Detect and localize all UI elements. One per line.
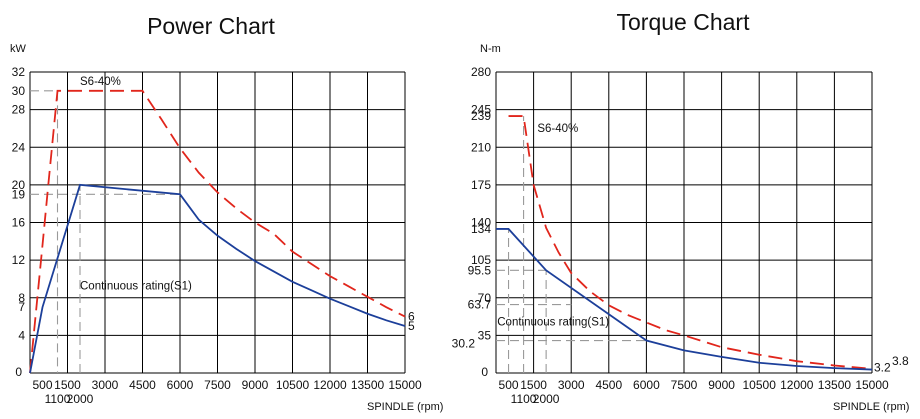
power-y-tick-label: 7: [18, 300, 25, 314]
power-continuous-rating-line: [29, 183, 406, 374]
power-y-tick-label: 20: [12, 178, 26, 192]
power-end-label: 5: [408, 319, 415, 333]
torque-x-tick-label-secondary: 1100: [511, 392, 537, 406]
power-x-tick-label-secondary: 2000: [67, 392, 94, 406]
power-annotations: S6-40% Continuous rating(S1) 65: [80, 76, 415, 333]
torque-x-tick-label: 500: [499, 378, 519, 392]
power-y-tick-label: 19: [12, 187, 26, 201]
torque-y-tick-label: 210: [471, 140, 491, 154]
power-x-tick-label: 1500: [54, 378, 81, 392]
power-series: [29, 89, 406, 374]
torque-y-tick-label: 140: [471, 216, 491, 230]
power-reference-line: [30, 90, 59, 373]
torque-x-tick-label: 6000: [633, 378, 660, 392]
torque-y-tick-label: 63.7: [468, 298, 492, 312]
torque-y-tick-label: 134: [471, 222, 491, 236]
torque-continuous-rating-line: [496, 228, 873, 371]
torque-x-tick-label: 4500: [595, 378, 622, 392]
power-reference-lines: [30, 90, 180, 373]
power-y-tick-label: 4: [18, 328, 25, 342]
power-y-tick-label: 12: [12, 253, 26, 267]
torque-grid: [495, 71, 873, 374]
power-zero-label: 0: [15, 365, 22, 379]
power-y-tick-label: 30: [12, 84, 26, 98]
torque-x-tick-label-secondary: 2000: [533, 392, 560, 406]
torque-annotation: Continuous rating(S1): [497, 317, 609, 329]
torque-end-label: 3.2: [874, 361, 891, 375]
torque-x-tick-label: 1500: [520, 378, 547, 392]
torque-x-axis-label: SPINDLE (rpm): [833, 401, 909, 413]
torque-chart: Torque Chart N-m SPINDLE (rpm) 0 500 1500 3…: [452, 9, 910, 413]
torque-chart-title: Torque Chart: [617, 9, 751, 35]
power-x-tick-label: 4500: [129, 378, 156, 392]
torque-series: [496, 115, 873, 371]
power-y-tick-label: 28: [12, 103, 26, 117]
torque-x-tick-label: 7500: [671, 378, 698, 392]
torque-zero-label: 0: [481, 365, 488, 379]
torque-y-tick-label: 239: [471, 109, 491, 123]
torque-y-tick-label: 175: [471, 178, 491, 192]
torque-x-tick-label: 12000: [780, 378, 814, 392]
torque-x-tick-label: 13500: [818, 378, 852, 392]
power-chart: Power Chart kW SPINDLE (rpm) 0500 1500 300…: [10, 13, 443, 413]
power-annotation: Continuous rating(S1): [80, 280, 192, 292]
power-x-tick-label: 12000: [313, 378, 347, 392]
torque-y-tick-label: 105: [471, 253, 491, 267]
torque-end-label: 3.8: [892, 354, 909, 368]
power-x-tick-label: 7500: [204, 378, 231, 392]
power-y-tick-label: 16: [12, 216, 26, 230]
torque-annotations: S6-40% Continuous rating(S1) 3.2 3.8: [497, 123, 909, 374]
power-y-tick-label: 8: [18, 291, 25, 305]
power-x-ticks: 0 500 1500 3000 4500 6000 7500 9000 10500 12000 13…: [15, 365, 422, 406]
torque-s6-40-line: [508, 115, 873, 370]
power-x-tick-label: 10500: [276, 378, 310, 392]
torque-y-tick-label: 95.5: [468, 263, 492, 277]
power-x-tick-label: 500: [32, 378, 52, 392]
torque-y-tick-label-extra: 30.2: [452, 337, 476, 351]
torque-x-tick-label: 10500: [743, 378, 777, 392]
power-x-tick-label: 9000: [242, 378, 269, 392]
torque-y-tick-label: 245: [471, 103, 491, 117]
power-s6-40-line: [29, 89, 406, 374]
power-y-tick-label: 32: [12, 65, 26, 79]
torque-y-tick-label: 35: [478, 328, 492, 342]
torque-y-tick-label: 280: [471, 65, 491, 79]
power-x-tick-label: 13500: [351, 378, 385, 392]
power-x-tick-label: 6000: [167, 378, 194, 392]
power-x-tick-label: 3000: [92, 378, 119, 392]
power-x-axis-label: SPINDLE (rpm): [367, 401, 443, 413]
power-x-tick-label: 15000: [388, 378, 422, 392]
power-y-unit: kW: [10, 43, 27, 55]
torque-x-tick-label: 3000: [558, 378, 585, 392]
power-end-label: 6: [408, 310, 415, 324]
power-x-tick-label-secondary: 1100: [45, 392, 71, 406]
torque-x-tick-label: 15000: [855, 378, 889, 392]
power-chart-title: Power Chart: [147, 13, 275, 39]
torque-x-tick-label: 9000: [708, 378, 735, 392]
power-y-tick-label: 24: [12, 140, 26, 154]
torque-x-ticks: 0 500 1500 3000 4500 6000 7500 9000 10500 12000 13…: [481, 365, 889, 406]
power-grid: [29, 71, 406, 374]
torque-y-tick-label: 70: [478, 291, 492, 305]
torque-y-unit: N-m: [480, 43, 501, 55]
torque-annotation: S6-40%: [537, 123, 578, 135]
power-annotation: S6-40%: [80, 76, 121, 88]
